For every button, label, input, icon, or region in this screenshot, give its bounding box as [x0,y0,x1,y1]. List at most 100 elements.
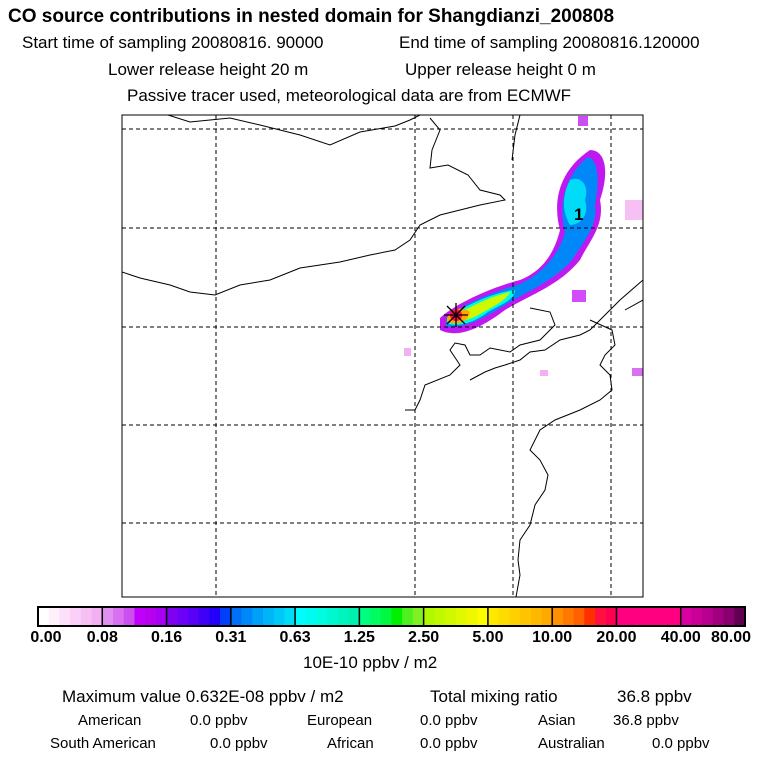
colorbar-swatch [723,607,735,626]
colorbar-swatch [80,607,93,626]
colorbar-swatch [134,607,146,626]
colorbar-swatch [91,607,103,626]
colorbar-swatch [466,607,478,626]
region-name: South American [50,735,156,752]
colorbar-swatch [627,607,639,626]
upper-release-height: Upper release height 0 m [405,60,596,79]
region-name: European [307,712,373,729]
map-frame [121,114,644,598]
colorbar-swatch [498,607,510,626]
colorbar-swatch [702,607,714,626]
colorbar-swatch [412,607,425,626]
colorbar-tick-label: 0.63 [279,629,311,646]
colorbar-swatch [209,607,221,626]
colorbar-unit: 10E-10 ppbv / m2 [303,653,438,672]
colorbar-swatch [337,607,350,626]
colorbar-swatch [670,607,682,626]
colorbar-swatch [38,607,50,626]
region-name: African [327,735,374,752]
colorbar-swatch [445,607,457,626]
colorbar-tick-label: 10.00 [532,629,573,646]
colorbar-swatch [530,607,542,626]
colorbar-swatch [509,607,521,626]
colorbar-swatch [520,607,532,626]
max-value: Maximum value 0.632E-08 ppbv / m2 [62,687,344,706]
colorbar-tick-label: 2.50 [408,629,440,646]
region-name: Australian [538,735,605,752]
total-mixing-value: 36.8 ppbv [617,687,692,706]
colorbar-swatch [230,607,243,626]
colorbar-swatch [112,607,125,626]
colorbar-swatch [123,607,135,626]
colorbar-swatch [348,607,360,626]
colorbar-swatch [712,607,725,626]
tracer-info: Passive tracer used, meteorological data… [127,86,572,105]
colorbar-tick-label: 0.31 [215,629,247,646]
colorbar-swatch [402,607,414,626]
colorbar-swatch [552,607,564,626]
colorbar-frame [37,606,746,627]
colorbar-swatch [252,607,264,626]
colorbar-swatch [102,607,114,626]
colorbar-tick-label: 20.00 [596,629,637,646]
colorbar-swatch [295,607,307,626]
colorbar-swatch [637,607,650,626]
colorbar-swatch [541,607,553,626]
colorbar-swatch [273,607,285,626]
colorbar-swatch [562,607,575,626]
colorbar-swatch [305,607,318,626]
colorbar-swatch [659,607,671,626]
colorbar-swatch [198,607,210,626]
plot-title: CO source contributions in nested domain… [8,6,615,27]
colorbar-swatch [370,607,382,626]
colorbar-swatch [616,607,628,626]
colorbar-swatch [734,607,746,626]
colorbar-swatch [284,607,296,626]
colorbar-swatch [691,607,703,626]
colorbar-swatch [359,607,371,626]
colorbar-tick-label: 0.16 [150,629,183,646]
region-value: 0.0 ppbv [210,735,268,752]
region-name: American [78,712,142,729]
colorbar-swatch [59,607,71,626]
region-value: 36.8 ppbv [613,712,679,729]
colorbar-tick-label: 40.00 [660,629,701,646]
colorbar-swatch [391,607,403,626]
colorbar-swatch [70,607,82,626]
colorbar-swatch [680,607,692,626]
graticule [122,115,643,597]
colorbar-swatch [584,607,596,626]
colorbar-swatch [380,607,392,626]
colorbar-swatch [155,607,168,626]
colorbar-swatch [241,607,253,626]
colorbar-tick-label: 0.00 [30,629,62,646]
colorbar-swatch [455,607,467,626]
colorbar-swatch [220,607,232,626]
colorbar-tick-label: 0.08 [86,629,118,646]
colorbar-swatch [605,607,617,626]
end-time: End time of sampling 20080816.120000 [399,33,700,52]
colorbar-swatch [648,607,660,626]
colorbar-swatch [316,607,328,626]
cluster-label: 1 [574,205,583,224]
region-value: 0.0 ppbv [420,735,478,752]
colorbar-swatch [177,607,189,626]
start-time: Start time of sampling 20080816. 90000 [22,33,324,52]
region-value: 0.0 ppbv [652,735,710,752]
colorbar-swatch [262,607,275,626]
colorbar-swatch [145,607,157,626]
total-mixing-label: Total mixing ratio [430,687,558,706]
colorbar-tick-label: 5.00 [472,629,504,646]
region-value: 0.0 ppbv [420,712,478,729]
colorbar-swatch [477,607,489,626]
colorbar-swatch [487,607,500,626]
colorbar-swatch [595,607,607,626]
release-site-marker-icon [444,303,468,327]
colorbar-swatch [423,607,435,626]
colorbar-swatch [573,607,585,626]
region-name: Asian [538,712,576,729]
colorbar [37,606,746,627]
colorbar-swatch [187,607,200,626]
lower-release-height: Lower release height 20 m [108,60,309,79]
